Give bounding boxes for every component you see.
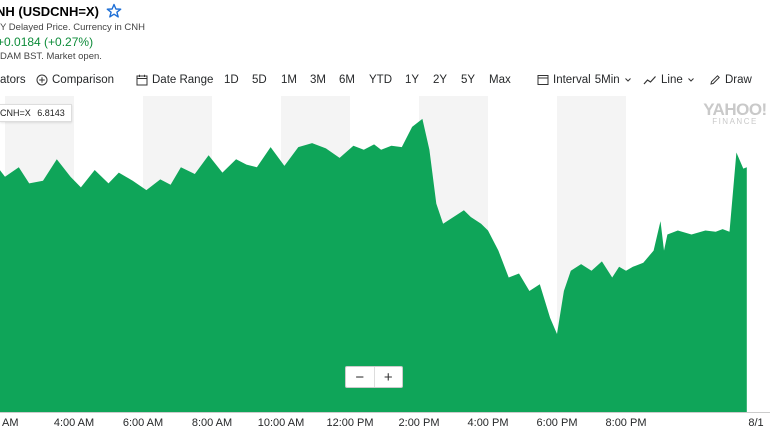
range-ytd[interactable]: YTD <box>369 74 392 86</box>
date-range-button[interactable]: Date Range <box>136 74 213 86</box>
range-label: 3M <box>310 74 326 86</box>
range-label: 1M <box>281 74 297 86</box>
price-change: +0.0184 (+0.27%) <box>0 35 94 49</box>
range-label: Max <box>489 74 511 86</box>
range-1y[interactable]: 1Y <box>405 74 419 86</box>
yahoo-finance-logo: YAHOO! FINANCE <box>703 101 767 126</box>
range-5y[interactable]: 5Y <box>461 74 475 86</box>
tooltip-symbol: CNH=X <box>0 108 31 118</box>
range-label: 6M <box>339 74 355 86</box>
x-tick-label: 12:00 PM <box>326 417 374 429</box>
star-icon[interactable] <box>106 3 122 19</box>
quote-subtitle: Y Delayed Price. Currency in CNH <box>0 22 146 33</box>
range-2y[interactable]: 2Y <box>433 74 447 86</box>
x-tick-label: 8:00 PM <box>605 417 647 429</box>
x-tick-label: 2 AM <box>0 417 19 429</box>
x-tick-label: 6:00 PM <box>536 417 578 429</box>
range-6m[interactable]: 6M <box>339 74 355 86</box>
comparison-button[interactable]: Comparison <box>36 74 114 86</box>
zoom-control: − + <box>345 366 403 388</box>
range-label: YTD <box>369 74 392 86</box>
x-tick-label: 2:00 PM <box>398 417 440 429</box>
chevron-down-icon <box>687 78 694 82</box>
tooltip-value: 6.8143 <box>37 108 65 118</box>
range-label: 1Y <box>405 74 420 86</box>
price-area-series[interactable] <box>0 118 747 412</box>
x-tick-label: 6:00 AM <box>122 417 164 429</box>
range-label: 5D <box>252 74 267 86</box>
interval-label: Interval <box>553 74 591 86</box>
range-1m[interactable]: 1M <box>281 74 297 86</box>
range-label: 2Y <box>433 74 448 86</box>
watermark-line2: FINANCE <box>712 117 758 126</box>
x-tick-label: 8:00 AM <box>191 417 233 429</box>
watermark-line1: YAHOO! <box>703 100 767 119</box>
range-3m[interactable]: 3M <box>310 74 326 86</box>
interval-value: 5Min <box>594 74 620 86</box>
market-status: DAM BST. Market open. <box>0 51 102 62</box>
x-tick-label: 10:00 AM <box>257 417 305 429</box>
chart-toolbar: ators Comparison Date Range 1D 5D 1M 3M … <box>0 66 770 96</box>
pencil-icon <box>710 75 720 85</box>
crosshair-tooltip: CNH=X 6.8143 <box>0 104 72 122</box>
date-range-label: Date Range <box>152 74 214 86</box>
draw-label: Draw <box>725 74 752 86</box>
quote-header: NH (USDCNH=X) Y Delayed Price. Currency … <box>0 0 770 66</box>
line-chart-icon <box>643 76 656 85</box>
comparison-label: Comparison <box>52 74 114 86</box>
x-tick-label: 4:00 PM <box>467 417 509 429</box>
x-axis: 2 AM 4:00 AM 6:00 AM 8:00 AM 10:00 AM 12:00 P… <box>0 414 770 433</box>
plus-circle-icon <box>36 74 48 86</box>
chevron-down-icon <box>624 78 631 82</box>
range-5d[interactable]: 5D <box>252 74 267 86</box>
range-label: 1D <box>224 74 239 86</box>
chart-type-dropdown[interactable]: Line <box>643 74 695 86</box>
zoom-out-button[interactable]: − <box>355 368 365 386</box>
indicators-label: ators <box>0 74 26 86</box>
calendar-icon <box>136 74 148 86</box>
range-max[interactable]: Max <box>489 74 511 86</box>
range-label: 5Y <box>461 74 476 86</box>
x-tick-label: 4:00 AM <box>53 417 95 429</box>
quote-title: NH (USDCNH=X) <box>0 4 99 19</box>
chart-area[interactable]: CNH=X 6.8143 YAHOO! FINANCE − + 2 AM 4:00… <box>0 96 770 433</box>
range-1d[interactable]: 1D <box>224 74 239 86</box>
draw-button[interactable]: Draw <box>709 74 752 86</box>
interval-dropdown[interactable]: Interval 5Min <box>537 74 632 86</box>
candlestick-icon <box>537 75 549 85</box>
indicators-button[interactable]: ators <box>0 74 26 86</box>
price-chart[interactable] <box>0 96 770 433</box>
x-tick-label: 8/1 <box>748 417 764 429</box>
zoom-in-button[interactable]: + <box>373 367 403 387</box>
chart-type-label: Line <box>661 74 683 86</box>
